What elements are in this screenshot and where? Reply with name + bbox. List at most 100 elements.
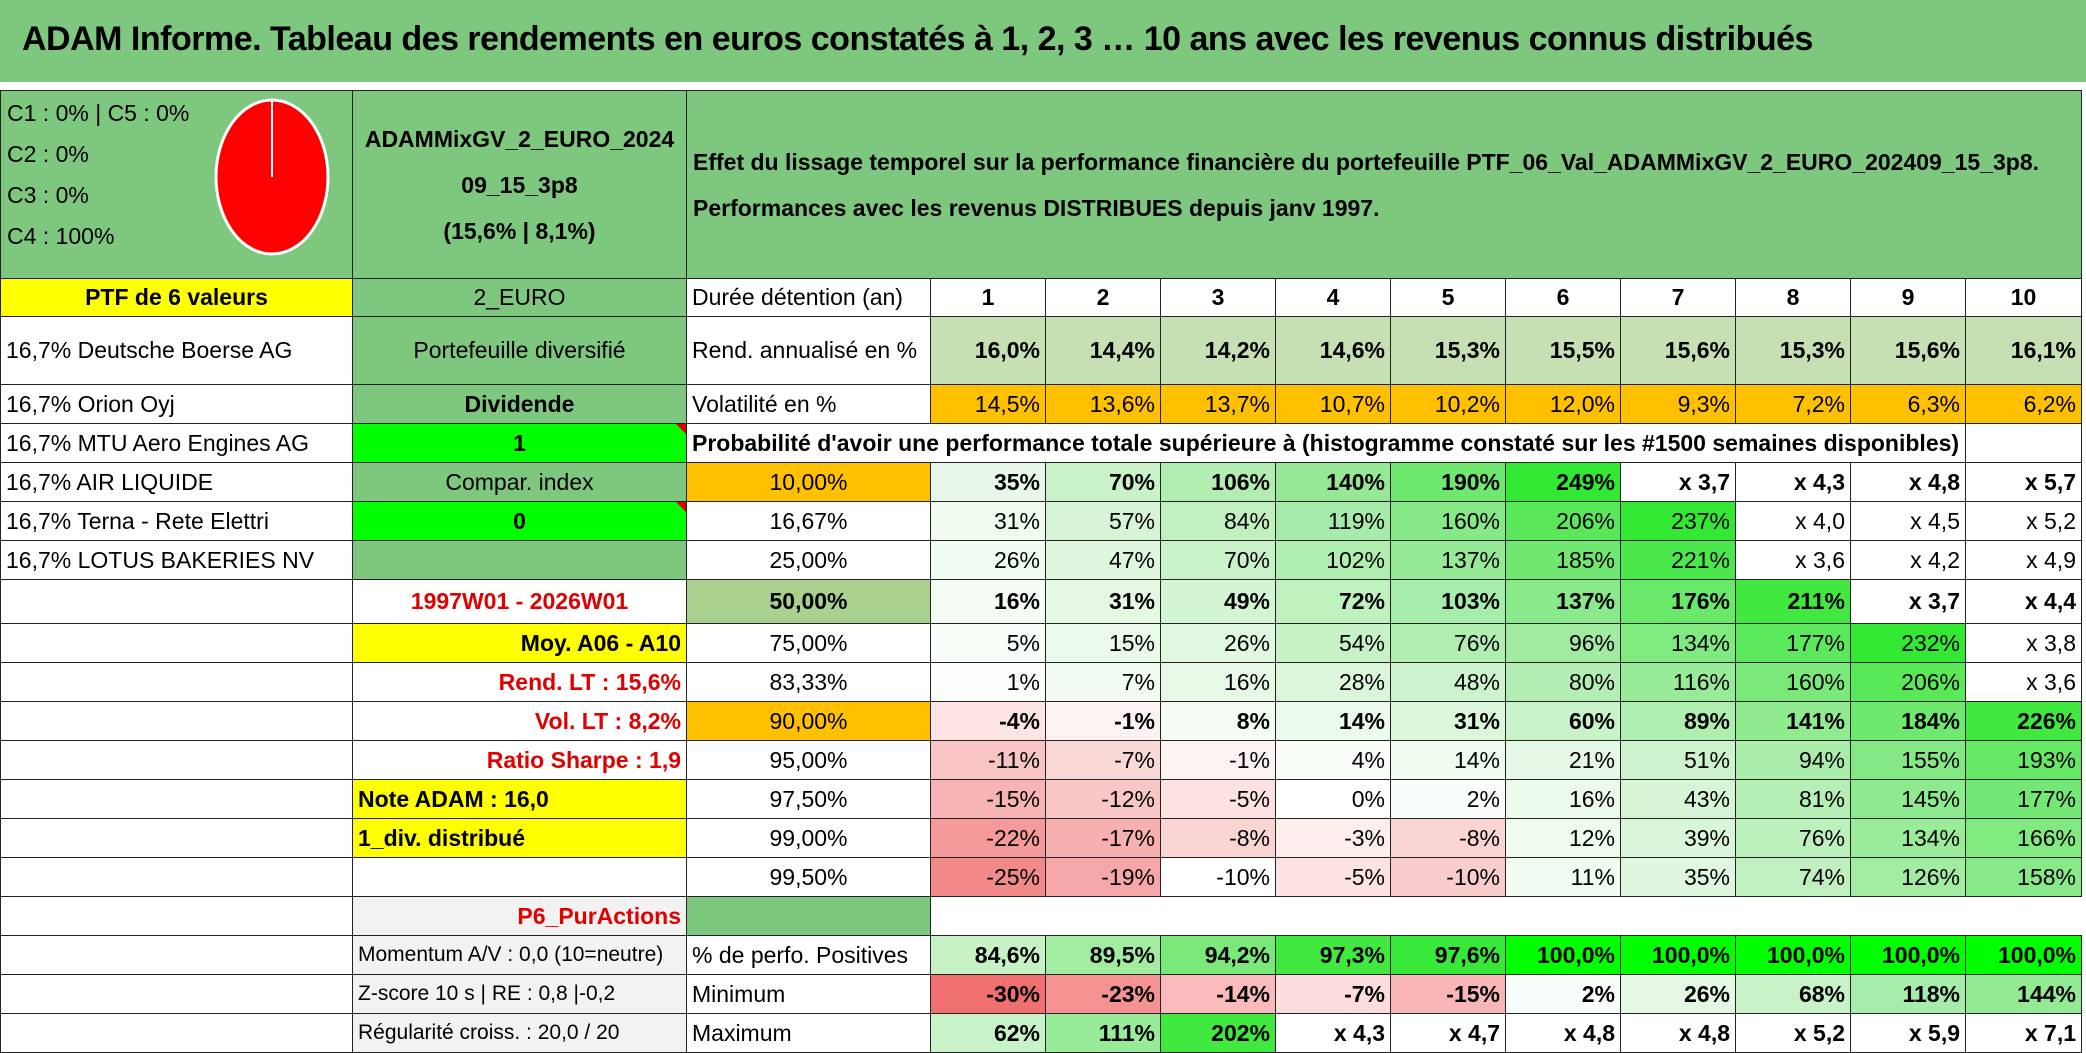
prob-cell: -19% xyxy=(1045,857,1161,897)
empty-cell xyxy=(0,857,353,897)
prob-cell: 0% xyxy=(1275,779,1391,819)
prob-cell: 57% xyxy=(1045,501,1161,541)
prob-cell: 14% xyxy=(1390,740,1506,780)
empty-cell xyxy=(686,896,931,936)
prob-cell: 94% xyxy=(1735,740,1851,780)
portfolio-name-line: (15,6% | 8,1%) xyxy=(443,217,596,244)
page-title: ADAM Informe. Tableau des rendements en … xyxy=(22,20,1813,58)
prob-cell: 31% xyxy=(1045,579,1161,624)
prob-cell: 134% xyxy=(1850,818,1966,858)
prob-cell: 16% xyxy=(1160,662,1276,702)
maximum-cell: x 4,3 xyxy=(1275,1013,1391,1053)
maximum-cell: 111% xyxy=(1045,1013,1161,1053)
prob-cell: 221% xyxy=(1620,540,1736,580)
prob-cell: 177% xyxy=(1965,779,2082,819)
vol-cell: 6,2% xyxy=(1965,384,2082,424)
maximum-cell: x 7,1 xyxy=(1965,1013,2082,1053)
prob-cell: x 5,7 xyxy=(1965,462,2082,502)
minimum-cell: 68% xyxy=(1735,974,1851,1014)
prob-cell: 84% xyxy=(1160,501,1276,541)
prob-cell: 119% xyxy=(1275,501,1391,541)
rend-cell: 15,6% xyxy=(1620,316,1736,385)
positives-cell: 100,0% xyxy=(1735,935,1851,975)
index-value[interactable]: 0 xyxy=(352,501,687,541)
empty-cell xyxy=(352,857,687,897)
year-header: 5 xyxy=(1390,278,1506,317)
prob-level: 25,00% xyxy=(686,540,931,580)
dividend-label: Dividende xyxy=(352,384,687,424)
maximum-cell: x 4,8 xyxy=(1620,1013,1736,1053)
positives-cell: 94,2% xyxy=(1160,935,1276,975)
prob-level: 97,50% xyxy=(686,779,931,819)
prob-cell: x 4,0 xyxy=(1735,501,1851,541)
prob-cell: 80% xyxy=(1505,662,1621,702)
allocation-line: C3 : 0% xyxy=(7,182,89,208)
prob-cell: 49% xyxy=(1160,579,1276,624)
title-banner: ADAM Informe. Tableau des rendements en … xyxy=(0,0,2086,84)
prob-cell: x 4,8 xyxy=(1850,462,1966,502)
prob-cell: 48% xyxy=(1390,662,1506,702)
maximum-cell: x 5,9 xyxy=(1850,1013,1966,1053)
portfolio-type-cell: Portefeuille diversifié xyxy=(352,316,687,385)
prob-cell: 177% xyxy=(1735,623,1851,663)
maximum-label: Maximum xyxy=(686,1013,931,1053)
adam-note: Note ADAM : 16,0 xyxy=(352,779,687,819)
minimum-cell: -23% xyxy=(1045,974,1161,1014)
prob-level: 83,33% xyxy=(686,662,931,702)
prob-cell: -1% xyxy=(1160,740,1276,780)
prob-cell: x 3,8 xyxy=(1965,623,2082,663)
maximum-cell: 62% xyxy=(930,1013,1046,1053)
positives-cell: 100,0% xyxy=(1505,935,1621,975)
minimum-cell: -15% xyxy=(1390,974,1506,1014)
prob-cell: x 4,3 xyxy=(1735,462,1851,502)
prob-cell: 15% xyxy=(1045,623,1161,663)
empty-cell xyxy=(0,974,353,1014)
empty-cell xyxy=(0,896,353,936)
prob-cell: -11% xyxy=(930,740,1046,780)
portfolio-name-line: 09_15_3p8 xyxy=(461,171,578,198)
prob-cell: x 3,6 xyxy=(1735,540,1851,580)
prob-cell: 206% xyxy=(1505,501,1621,541)
year-header: 9 xyxy=(1850,278,1966,317)
empty-cell xyxy=(1965,423,2082,463)
empty-cell xyxy=(0,740,353,780)
prob-cell: -10% xyxy=(1390,857,1506,897)
minimum-cell: -14% xyxy=(1160,974,1276,1014)
prob-cell: 31% xyxy=(930,501,1046,541)
vol-label: Volatilité en % xyxy=(686,384,931,424)
prob-cell: -25% xyxy=(930,857,1046,897)
year-header: 4 xyxy=(1275,278,1391,317)
performance-table: C1 : 0% | C5 : 0% C2 : 0% C3 : 0% C4 : 1… xyxy=(0,90,2082,1053)
rend-cell: 15,5% xyxy=(1505,316,1621,385)
holding-row: 16,7% LOTUS BAKERIES NV xyxy=(0,540,353,580)
prob-cell: 26% xyxy=(1160,623,1276,663)
year-header: 6 xyxy=(1505,278,1621,317)
dividend-value[interactable]: 1 xyxy=(352,423,687,463)
positives-cell: 89,5% xyxy=(1045,935,1161,975)
prob-cell: -22% xyxy=(930,818,1046,858)
prob-cell: 51% xyxy=(1620,740,1736,780)
year-header: 2 xyxy=(1045,278,1161,317)
year-header: 3 xyxy=(1160,278,1276,317)
prob-cell: 21% xyxy=(1505,740,1621,780)
prob-cell: 141% xyxy=(1735,701,1851,741)
year-header: 7 xyxy=(1620,278,1736,317)
prob-cell: -15% xyxy=(930,779,1046,819)
prob-cell: 16% xyxy=(930,579,1046,624)
prob-cell: 72% xyxy=(1275,579,1391,624)
prob-cell: 193% xyxy=(1965,740,2082,780)
prob-cell: 35% xyxy=(930,462,1046,502)
prob-level: 99,50% xyxy=(686,857,931,897)
allocation-line: C1 : 0% | C5 : 0% xyxy=(7,100,190,126)
minimum-cell: 118% xyxy=(1850,974,1966,1014)
prob-cell: 226% xyxy=(1965,701,2082,741)
year-header: 8 xyxy=(1735,278,1851,317)
prob-cell: x 3,7 xyxy=(1850,579,1966,624)
prob-cell: 76% xyxy=(1735,818,1851,858)
prob-cell: 11% xyxy=(1505,857,1621,897)
rend-cell: 15,3% xyxy=(1390,316,1506,385)
prob-cell: 70% xyxy=(1160,540,1276,580)
prob-cell: x 5,2 xyxy=(1965,501,2082,541)
minimum-cell: 144% xyxy=(1965,974,2082,1014)
maximum-cell: x 4,7 xyxy=(1390,1013,1506,1053)
